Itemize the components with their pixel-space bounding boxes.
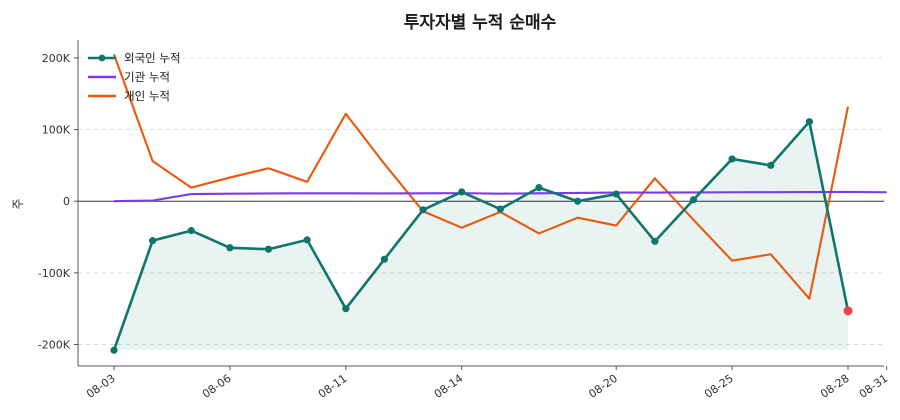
data-point [728,155,736,163]
data-point [496,205,504,213]
area-fill-layer [114,121,848,351]
data-point [149,237,157,245]
data-point [226,244,234,252]
data-point [458,188,466,196]
x-tick-label: 08-28 [818,372,852,401]
x-tick-label: 08-25 [702,372,736,401]
y-tick-label: -100K [38,267,71,280]
series-line-individual [113,53,850,300]
data-point [380,255,389,263]
data-point [342,305,350,313]
grid-lines [78,57,884,346]
data-point [573,197,582,205]
series-layer [110,53,887,354]
series-line-foreign [112,120,850,351]
data-point [264,245,273,253]
data-point [535,183,543,192]
data-point [767,161,775,169]
legend-label: 개인 누적 [124,89,170,103]
x-tick-label: 08-14 [432,372,466,401]
x-tick-label: 08-06 [200,372,234,401]
y-tick-label: 0 [63,195,70,208]
x-tick-label: 08-20 [586,372,620,401]
last-point-marker [843,306,853,316]
series-line-institution [113,190,887,203]
data-point [303,236,311,244]
y-tick-label: 200K [42,52,71,65]
y-axis-label: 주 [11,198,25,209]
y-tick-label: 100K [42,124,71,137]
data-point [612,190,620,198]
legend-label: 기관 누적 [124,70,170,84]
foreign-area-fill [114,121,848,351]
data-point [419,206,427,214]
data-point [110,346,118,354]
x-tick-label: 08-03 [84,372,118,401]
data-point [651,237,659,245]
data-point [689,196,698,204]
legend-label: 외국인 누적 [124,51,181,65]
y-tick-label: -200K [38,339,71,352]
data-point [805,118,813,126]
data-point [187,226,195,235]
x-tick-label: 08-31 [857,372,891,401]
x-tick-label: 08-11 [316,372,350,401]
chart-title: 투자자별 누적 순매수 [404,13,557,33]
legend-marker [98,54,106,62]
